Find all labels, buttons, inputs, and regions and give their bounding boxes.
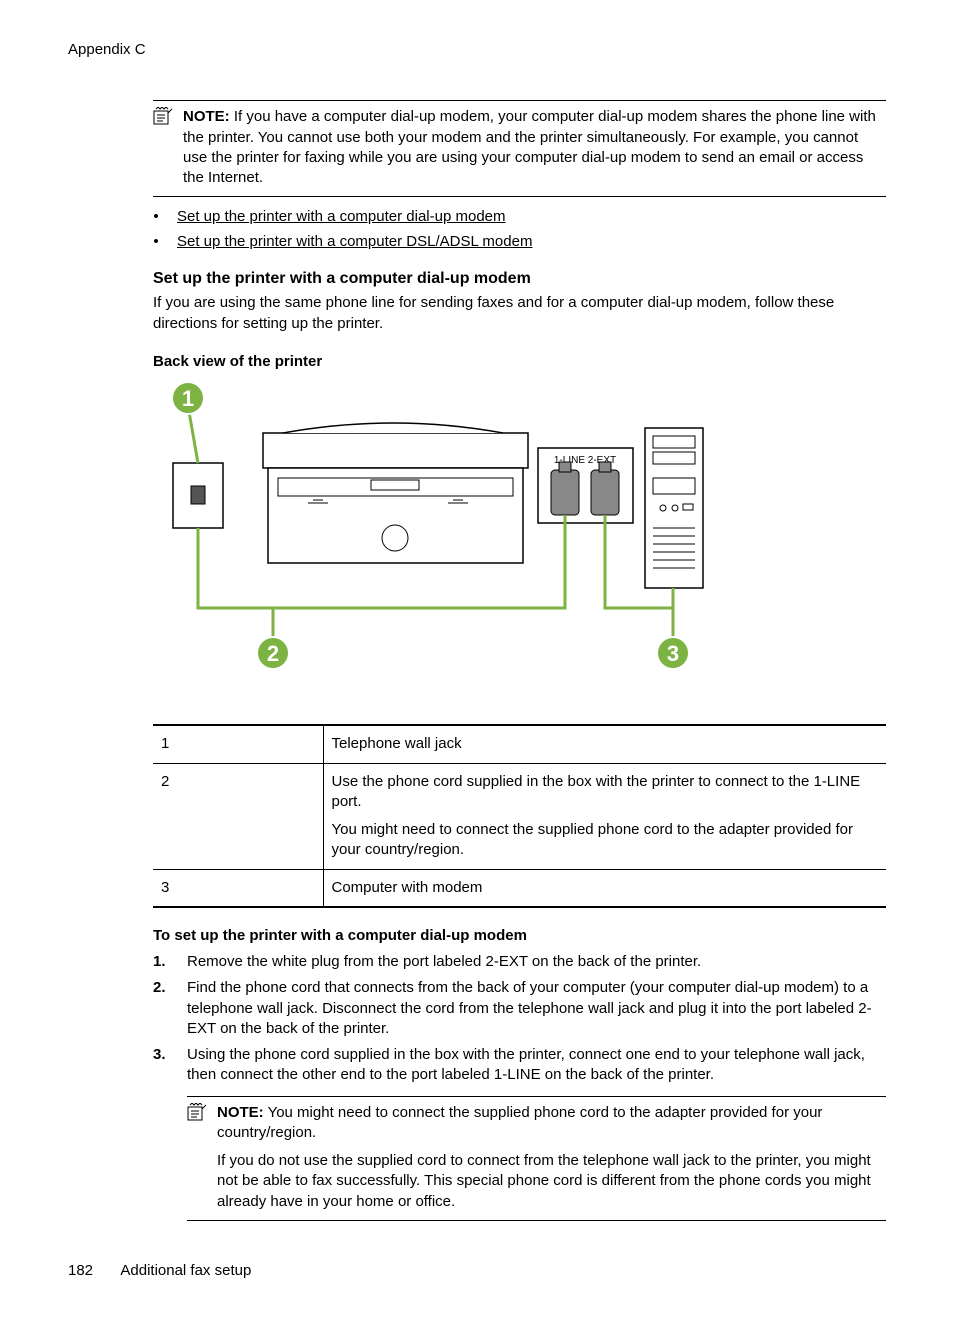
table-row: 2 Use the phone cord supplied in the box… — [153, 763, 886, 869]
step-text: Remove the white plug from the port labe… — [187, 952, 886, 972]
steps-title: To set up the printer with a computer di… — [153, 926, 886, 946]
step-item: 3. Using the phone cord supplied in the … — [153, 1045, 886, 1086]
step-number: 1. — [153, 952, 177, 972]
note-label: NOTE: — [217, 1104, 264, 1121]
callout-desc: Use the phone cord supplied in the box w… — [323, 763, 886, 869]
link-dsl[interactable]: Set up the printer with a computer DSL/A… — [177, 232, 532, 252]
footer-chapter: Additional fax setup — [120, 1262, 251, 1279]
main-content: NOTE: If you have a computer dial-up mod… — [153, 100, 886, 1221]
svg-text:3: 3 — [667, 641, 679, 666]
step-text: Using the phone cord supplied in the box… — [187, 1045, 886, 1086]
step-number: 2. — [153, 978, 177, 1039]
bullet-icon: • — [153, 207, 159, 227]
diagram-caption: Back view of the printer — [153, 352, 886, 372]
svg-text:1: 1 — [182, 386, 194, 411]
step-number: 3. — [153, 1045, 177, 1086]
callout-num: 3 — [153, 869, 323, 907]
link-list: • Set up the printer with a computer dia… — [153, 205, 886, 254]
step-item: 1. Remove the white plug from the port l… — [153, 952, 886, 972]
steps-list: 1. Remove the white plug from the port l… — [153, 952, 886, 1086]
callout-desc: Telephone wall jack — [323, 725, 886, 763]
printer-diagram: 1-LINE 2-EXT 1 2 — [153, 378, 886, 684]
note-box-1: NOTE: If you have a computer dial-up mod… — [153, 100, 886, 197]
section-title: Set up the printer with a computer dial-… — [153, 268, 886, 290]
note-body-2: If you do not use the supplied cord to c… — [217, 1151, 886, 1212]
step-text: Find the phone cord that connects from t… — [187, 978, 886, 1039]
page-footer: 182 Additional fax setup — [68, 1261, 251, 1281]
note-icon — [187, 1103, 209, 1212]
note-label: NOTE: — [183, 108, 230, 125]
step-item: 2. Find the phone cord that connects fro… — [153, 978, 886, 1039]
note-box-2: NOTE: You might need to connect the supp… — [187, 1096, 886, 1221]
callout-num: 1 — [153, 725, 323, 763]
note-text: NOTE: You might need to connect the supp… — [217, 1103, 886, 1212]
bullet-icon: • — [153, 232, 159, 252]
note-body: If you have a computer dial-up modem, yo… — [183, 108, 876, 186]
svg-text:2: 2 — [267, 641, 279, 666]
callout-num: 2 — [153, 763, 323, 869]
section-intro: If you are using the same phone line for… — [153, 293, 886, 334]
table-row: 3 Computer with modem — [153, 869, 886, 907]
note-body: You might need to connect the supplied p… — [217, 1104, 822, 1141]
appendix-label: Appendix C — [68, 40, 886, 60]
callout-table: 1 Telephone wall jack 2 Use the phone co… — [153, 724, 886, 908]
link-dialup[interactable]: Set up the printer with a computer dial-… — [177, 207, 506, 227]
note-text: NOTE: If you have a computer dial-up mod… — [183, 107, 886, 188]
note-icon — [153, 107, 175, 188]
callout-desc: Computer with modem — [323, 869, 886, 907]
table-row: 1 Telephone wall jack — [153, 725, 886, 763]
page-number: 182 — [68, 1261, 93, 1281]
